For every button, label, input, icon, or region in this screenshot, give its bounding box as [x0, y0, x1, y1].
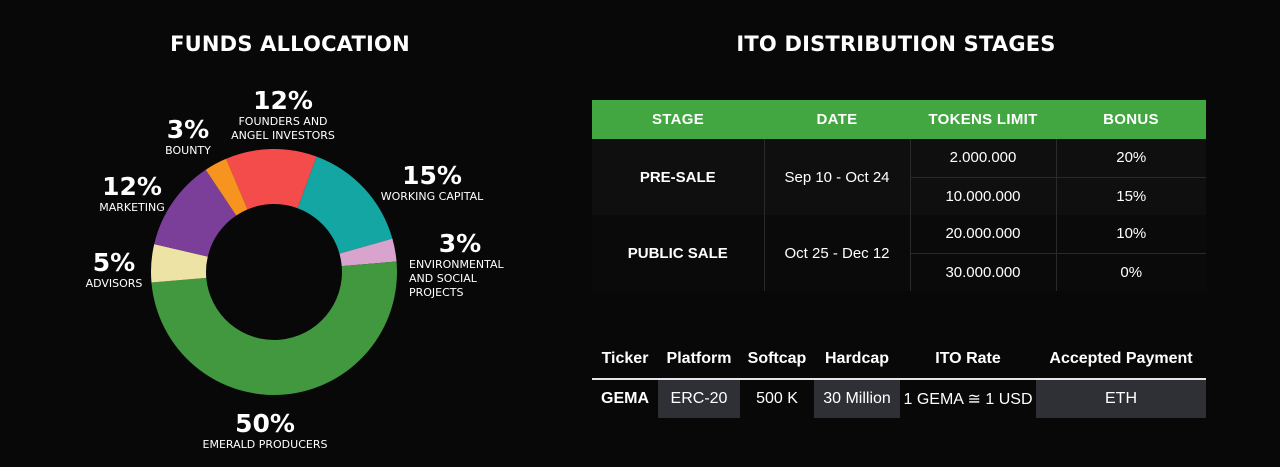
slice-label-founders: 12% FOUNDERS AND ANGEL INVESTORS: [228, 88, 338, 143]
slice-pct-working-capital: 15%: [402, 161, 462, 190]
slice-label-advisors: 5% ADVISORS: [74, 250, 154, 291]
donut-slice-advisors: [151, 244, 208, 283]
funds-allocation-donut-chart: [151, 149, 397, 395]
donut-slice-founders: [226, 149, 317, 210]
table-row: GEMA ERC-20 500 K 30 Million 1 GEMA ≅ 1 …: [592, 379, 1206, 418]
slice-pct-marketing: 12%: [102, 172, 162, 201]
bonus-cell: 20%: [1056, 139, 1206, 178]
header-platform: Platform: [658, 340, 740, 380]
slice-label-working-capital: 15% WORKING CAPITAL: [372, 163, 492, 204]
slice-name-advisors: ADVISORS: [85, 277, 143, 290]
stage-name-cell: PUBLIC SALE: [592, 215, 765, 291]
slice-label-emerald-producers: 50% EMERALD PRODUCERS: [195, 411, 335, 452]
ticker-value: GEMA: [601, 390, 649, 407]
slice-name-emerald-producers: EMERALD PRODUCERS: [202, 438, 328, 451]
slice-name-environmental: ENVIRONMENTAL AND SOCIAL PROJECTS: [409, 258, 504, 299]
ito-stages-title: ITO DISTRIBUTION STAGES: [736, 32, 1056, 56]
stage-date-cell: Oct 25 - Dec 12: [764, 215, 911, 291]
donut-slice-marketing: [154, 169, 237, 257]
softcap-value: 500 K: [756, 390, 798, 407]
slice-pct-bounty: 3%: [166, 115, 210, 144]
funds-allocation-title: FUNDS ALLOCATION: [170, 32, 410, 56]
tokens-limit-cell: 30.000.000: [910, 253, 1057, 291]
accepted-payment-value: ETH: [1036, 379, 1206, 418]
header-bonus: BONUS: [1056, 100, 1206, 139]
header-tokens-limit: TOKENS LIMIT: [910, 100, 1056, 139]
bonus-cell: 0%: [1056, 253, 1206, 291]
donut-slice-working-capital: [297, 156, 393, 254]
slice-label-bounty: 3% BOUNTY: [153, 117, 223, 158]
table-row: PUBLIC SALE Oct 25 - Dec 12 20.000.000 1…: [592, 215, 1206, 291]
ito-rate-value: 1 GEMA ≅ 1 USD: [903, 391, 1033, 408]
header-accepted-payment: Accepted Payment: [1036, 340, 1206, 380]
header-ito-rate: ITO Rate: [900, 340, 1036, 380]
header-date: DATE: [764, 100, 910, 139]
slice-name-bounty: BOUNTY: [165, 144, 211, 157]
slice-label-marketing: 12% MARKETING: [82, 174, 182, 215]
table-row: 30.000.000 0%: [592, 253, 1206, 291]
slice-name-working-capital: WORKING CAPITAL: [380, 190, 484, 203]
header-hardcap: Hardcap: [814, 340, 900, 380]
slice-pct-environmental: 3%: [438, 229, 482, 258]
slice-pct-emerald-producers: 50%: [235, 409, 295, 438]
hardcap-value: 30 Million: [814, 379, 900, 418]
platform-value: ERC-20: [658, 379, 740, 418]
bonus-cell: 10%: [1056, 215, 1206, 254]
donut-slice-environmental: [339, 238, 397, 267]
tokens-limit-cell: 20.000.000: [910, 215, 1057, 254]
slice-label-environmental: 3% ENVIRONMENTAL AND SOCIAL PROJECTS: [405, 231, 515, 300]
stage-date-cell: Sep 10 - Oct 24: [764, 139, 911, 215]
stage-table-header-row: STAGE DATE TOKENS LIMIT BONUS: [592, 100, 1206, 139]
slice-name-founders: FOUNDERS AND ANGEL INVESTORS: [231, 115, 335, 142]
bonus-cell: 15%: [1056, 177, 1206, 215]
table-row: 10.000.000 15%: [592, 177, 1206, 215]
header-ticker: Ticker: [592, 340, 658, 380]
header-stage: STAGE: [592, 100, 764, 139]
table-row: PRE-SALE Sep 10 - Oct 24 2.000.000 20%: [592, 139, 1206, 215]
ito-stages-table: STAGE DATE TOKENS LIMIT BONUS PRE-SALE S…: [592, 100, 1206, 291]
tokens-limit-cell: 2.000.000: [910, 139, 1057, 178]
donut-slice-emerald-producers: [151, 261, 397, 395]
donut-slice-bounty: [205, 158, 248, 216]
slice-pct-advisors: 5%: [92, 248, 136, 277]
token-info-table: Ticker Platform Softcap Hardcap ITO Rate…: [592, 340, 1206, 418]
header-softcap: Softcap: [740, 340, 814, 380]
slice-name-marketing: MARKETING: [99, 201, 165, 214]
token-info-header-row: Ticker Platform Softcap Hardcap ITO Rate…: [592, 340, 1206, 380]
stage-name-cell: PRE-SALE: [592, 139, 765, 215]
slice-pct-founders: 12%: [253, 86, 313, 115]
tokens-limit-cell: 10.000.000: [910, 177, 1057, 215]
